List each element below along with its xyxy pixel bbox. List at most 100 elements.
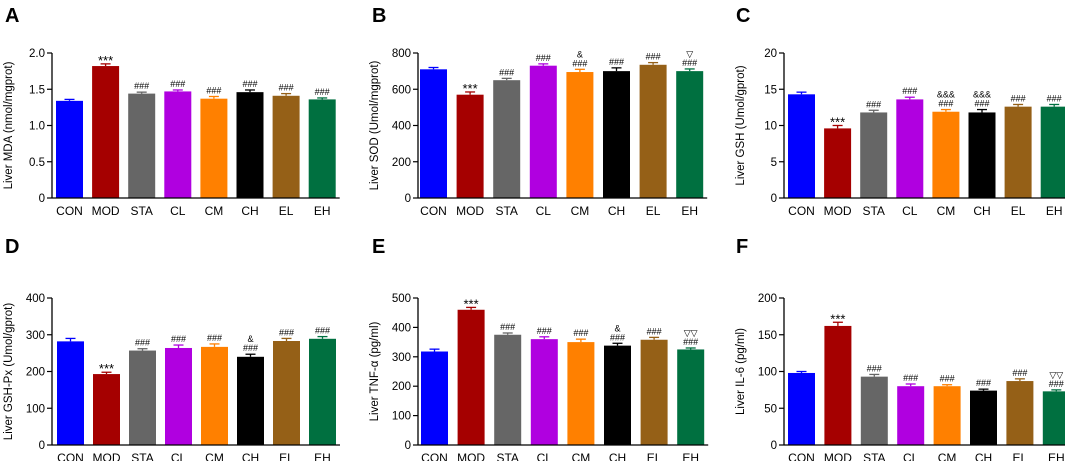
significance-label: *** (98, 53, 113, 68)
chart-panel-c: C Liver GSH (Umol/gprot) 0 5 10 15 20 CON *** MOD… (735, 5, 1065, 218)
x-tick-label: CH (242, 451, 259, 461)
bar-mod (457, 309, 485, 445)
x-tick-label: CON (788, 204, 815, 218)
bar-cm (201, 346, 228, 445)
significance-label: ### (206, 86, 221, 96)
significance-label: ### (279, 327, 294, 337)
significance-label: &&& (937, 90, 955, 100)
x-tick-label: MOD (92, 204, 120, 218)
bar-ch (603, 71, 630, 198)
bar-con (788, 94, 815, 198)
significance-label: ### (315, 326, 330, 336)
bar-el (1006, 381, 1034, 445)
significance-label: ### (536, 53, 551, 63)
bar-mod (456, 94, 484, 198)
significance-label: *** (99, 361, 114, 376)
y-tick-label: 400 (26, 293, 45, 305)
bar-cl (530, 339, 558, 445)
y-tick-label: 1.5 (29, 84, 45, 96)
bar-sta (860, 376, 888, 445)
significance-label: ### (1012, 368, 1027, 378)
significance-label: ### (682, 58, 697, 68)
x-tick-label: CL (536, 204, 552, 218)
x-tick-label: CH (241, 204, 258, 218)
significance-label: ### (976, 378, 991, 388)
significance-label: ▽▽ (1049, 370, 1063, 380)
y-tick-label: 100 (758, 367, 777, 379)
y-tick-label: 100 (26, 403, 45, 415)
x-tick-label: CH (609, 451, 626, 461)
y-tick-label: 200 (392, 381, 411, 393)
bar-sta (494, 334, 522, 445)
significance-label: & (247, 334, 253, 344)
y-tick-label: 600 (392, 84, 411, 96)
x-tick-label: EL (1011, 204, 1026, 218)
y-tick-label: 300 (392, 352, 411, 364)
bar-con (788, 372, 815, 445)
significance-label: ### (903, 373, 918, 383)
y-tick-label: 0 (405, 440, 411, 452)
y-tick-label: 200 (26, 367, 45, 379)
y-tick-label: 400 (392, 322, 411, 334)
significance-label: ### (243, 343, 258, 353)
x-tick-label: MOD (457, 451, 485, 461)
bar-cl (896, 99, 924, 198)
bar-eh (1042, 391, 1065, 445)
bar-cm (567, 342, 595, 445)
x-tick-label: MOD (824, 204, 852, 218)
x-tick-label: CM (572, 451, 591, 461)
y-tick-label: 800 (392, 48, 411, 60)
x-tick-label: EH (314, 451, 331, 461)
significance-label: ### (170, 79, 185, 89)
panel-letter: C (736, 5, 750, 27)
x-tick-label: STA (495, 204, 517, 218)
significance-label: *** (830, 115, 845, 130)
x-tick-label: CON (421, 451, 448, 461)
bar-con (420, 69, 447, 198)
bar-eh (1040, 106, 1065, 198)
x-tick-label: STA (863, 451, 885, 461)
y-axis-label: Liver GSH-Px (Umol/gprot) (3, 303, 15, 441)
x-tick-label: CM (205, 204, 224, 218)
panel-letter: B (372, 5, 386, 27)
significance-label: ### (902, 86, 917, 96)
bar-cm (200, 98, 228, 198)
bar-cl (165, 347, 192, 445)
bar-cl (529, 65, 557, 198)
x-tick-label: CON (57, 451, 84, 461)
bar-el (273, 340, 300, 445)
significance-label: ### (134, 81, 149, 91)
y-tick-label: 500 (392, 293, 411, 305)
y-tick-label: 400 (392, 121, 411, 133)
chart-panel-a: A Liver MDA (nmol/mgprot) 0 0.5 1.0 1.5 2.0 CON… (3, 5, 340, 218)
bar-ch (970, 390, 997, 445)
bar-con (56, 100, 83, 198)
y-axis-label: Liver GSH (Umol/gprot) (735, 65, 747, 185)
x-tick-label: MOD (93, 451, 121, 461)
significance-label: ▽ (686, 49, 693, 59)
y-tick-label: 0 (39, 440, 45, 452)
significance-label: & (614, 323, 620, 333)
x-tick-label: STA (131, 451, 153, 461)
bar-cm (566, 72, 594, 198)
bar-mod (92, 66, 120, 198)
bar-el (639, 64, 667, 198)
significance-label: ### (573, 328, 588, 338)
x-tick-label: CL (170, 204, 186, 218)
significance-label: ▽▽ (684, 328, 698, 338)
x-tick-label: CL (903, 451, 919, 461)
significance-label: *** (830, 311, 845, 326)
x-tick-label: CON (788, 451, 815, 461)
bar-ch (236, 92, 264, 198)
y-tick-label: 200 (758, 293, 777, 305)
significance-label: ### (242, 79, 257, 89)
x-tick-label: CH (973, 204, 990, 218)
x-tick-label: EL (1013, 451, 1028, 461)
bar-cm (933, 386, 961, 445)
y-tick-label: 0 (771, 193, 777, 205)
significance-label: &&& (973, 90, 991, 100)
significance-label: ### (609, 57, 624, 67)
significance-label: ### (315, 87, 330, 97)
bar-eh (676, 71, 704, 198)
y-tick-label: 100 (392, 411, 411, 423)
